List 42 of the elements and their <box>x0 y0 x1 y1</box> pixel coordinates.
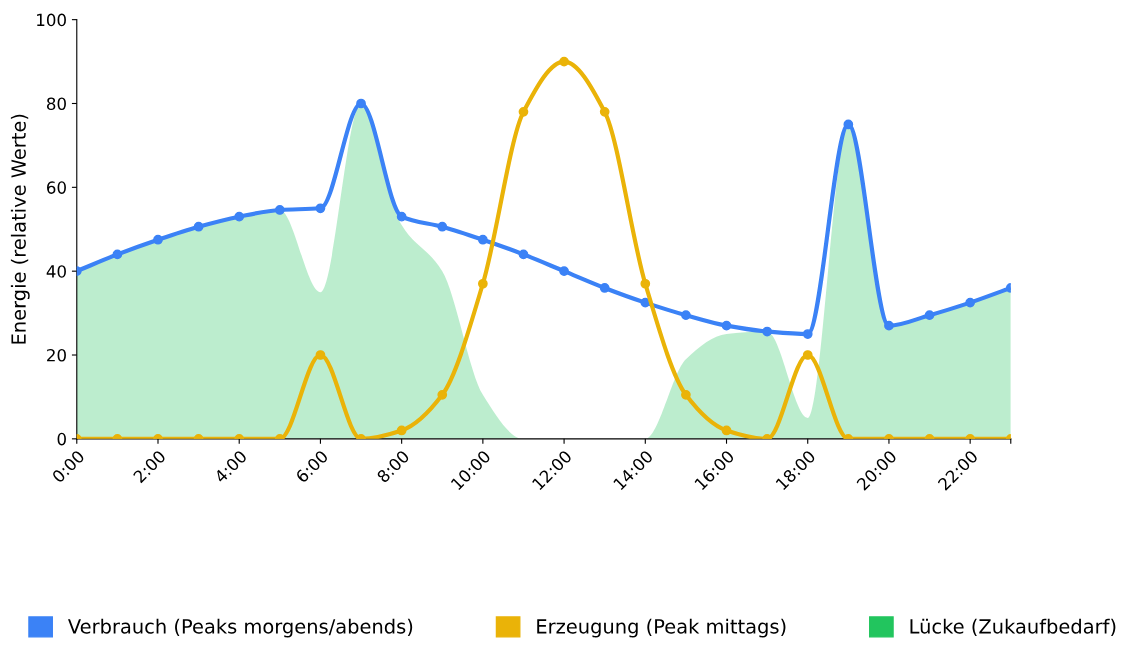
point <box>559 266 569 277</box>
point <box>640 278 651 289</box>
point <box>478 234 488 245</box>
point <box>559 56 569 67</box>
point <box>518 107 529 117</box>
point <box>681 389 691 400</box>
point <box>965 297 976 308</box>
point <box>274 205 285 215</box>
legend-label: Lücke (Zukaufbedarf) <box>910 618 1116 637</box>
point <box>315 203 326 214</box>
legend-label: Verbrauch (Peaks morgens/abends) <box>68 618 413 638</box>
point <box>437 221 448 232</box>
y-tick-label: 100 <box>37 13 66 27</box>
point <box>234 211 245 222</box>
point <box>599 107 610 117</box>
point <box>802 350 813 360</box>
y-tick-label: 20 <box>47 348 66 362</box>
point <box>193 221 204 232</box>
y-tick-label: 40 <box>46 265 66 278</box>
point <box>437 389 448 400</box>
point <box>762 326 772 337</box>
point <box>924 310 935 321</box>
y-tick-label: 60 <box>47 181 66 194</box>
point <box>356 98 366 109</box>
point <box>396 211 407 222</box>
point <box>112 249 123 260</box>
point <box>518 249 529 260</box>
point <box>153 234 163 245</box>
legend-label: Erzeugung (Peak mittags) <box>537 618 786 638</box>
point <box>599 283 610 293</box>
point <box>802 329 813 339</box>
point <box>681 310 691 321</box>
point <box>315 350 326 360</box>
point <box>721 320 732 331</box>
point <box>843 119 854 130</box>
y-tick-label: 80 <box>46 97 66 111</box>
point <box>478 278 488 289</box>
point <box>396 425 407 436</box>
point <box>721 425 732 436</box>
y-tick-label: 0 <box>57 432 66 446</box>
point <box>884 320 894 331</box>
y-axis-title: Energie (relative Werte) <box>10 114 30 344</box>
